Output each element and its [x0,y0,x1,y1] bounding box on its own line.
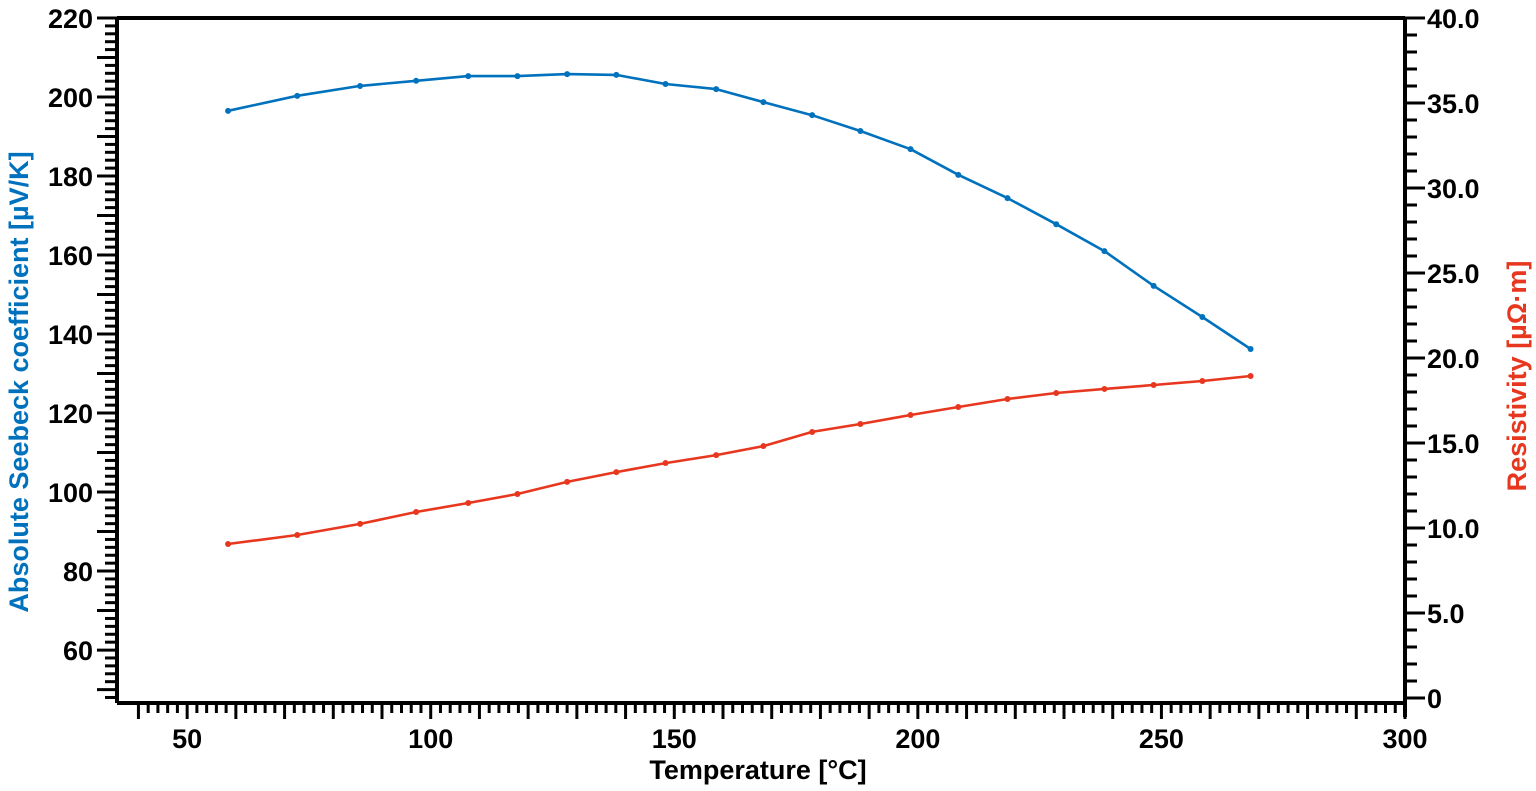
data-point-marker [662,80,669,87]
y2-tick-label: 30.0 [1427,174,1480,204]
y-tick-label: 180 [48,162,93,192]
y-tick-label: 80 [63,557,93,587]
y2-tick-label: 0 [1427,684,1442,714]
data-point-marker [225,540,232,547]
data-point-marker [662,460,669,467]
data-point-marker [1053,221,1060,228]
data-point-marker [857,420,864,427]
x-axis-ticks: 50 100 150 200 250 300 [136,703,1428,754]
right-y-axis-title: Resistivity [µΩ·m] [1502,261,1532,492]
data-point-marker [514,491,521,497]
data-point-marker [465,500,472,507]
data-point-marker [1199,314,1206,321]
data-point-marker [1199,377,1206,384]
y2-tick-label: 15.0 [1427,429,1480,459]
data-point-marker [713,86,720,93]
right-y-axis-ticks: 0 5.0 10.0 15.0 20.0 25.0 30.0 35.0 40.0 [1405,4,1480,714]
data-point-marker [809,428,816,435]
data-point-marker [713,452,720,459]
data-point-marker [357,82,364,89]
data-point-marker [857,127,864,134]
y-tick-label: 220 [48,4,93,34]
series-line [227,374,1251,546]
y-tick-label: 100 [48,478,93,508]
data-point-marker [294,531,301,538]
y2-tick-label: 20.0 [1427,344,1480,374]
data-point-marker [564,71,571,78]
data-point-marker [760,443,767,450]
data-point-marker [1004,395,1011,402]
data-point-marker [907,146,914,153]
y2-tick-label: 35.0 [1427,89,1480,119]
x-axis-title: Temperature [°C] [649,755,866,785]
left-y-axis-ticks: 60 80 100 120 140 160 180 200 220 [48,4,117,699]
x-tick-label: 200 [895,724,940,754]
y-tick-label: 120 [48,399,93,429]
data-point-marker [1247,346,1254,353]
series-line [227,72,1252,351]
series-layer [225,71,1254,547]
x-tick-label: 50 [172,724,202,754]
y-tick-label: 200 [48,83,93,113]
data-point-marker [955,171,962,178]
data-point-marker [1101,248,1108,255]
data-point-marker [613,71,620,78]
x-tick-label: 150 [652,724,697,754]
data-point-marker [1150,382,1157,389]
data-point-marker [1101,385,1108,392]
y-tick-label: 140 [48,320,93,350]
data-point-marker [225,107,232,114]
data-point-marker [413,509,420,516]
data-point-marker [1150,282,1157,289]
data-point-marker [514,73,521,80]
data-point-marker [465,73,472,80]
y2-tick-label: 40.0 [1427,4,1480,34]
data-point-marker [760,99,767,106]
data-point-marker [907,411,914,418]
plot-frame [115,16,1407,717]
data-point-marker [564,478,571,485]
data-point-marker [613,469,620,476]
data-point-marker [1004,195,1011,202]
x-tick-label: 100 [408,724,453,754]
y-tick-label: 60 [63,636,93,666]
left-y-axis-title: Absolute Seebeck coefficient [µV/K] [4,151,34,612]
data-point-marker [1053,390,1060,397]
series-absolute-seebeck-coefficient [225,71,1254,353]
x-tick-label: 250 [1139,724,1184,754]
y2-tick-label: 25.0 [1427,259,1480,289]
data-point-marker [1247,373,1254,380]
y2-tick-label: 10.0 [1427,514,1480,544]
y-tick-label: 160 [48,241,93,271]
data-point-marker [809,112,816,119]
data-point-marker [413,77,420,84]
data-point-marker [294,92,301,99]
series-resistivity [225,373,1254,547]
y2-tick-label: 5.0 [1427,599,1465,629]
x-tick-label: 300 [1382,724,1427,754]
data-point-marker [357,520,364,527]
data-point-marker [955,403,962,410]
